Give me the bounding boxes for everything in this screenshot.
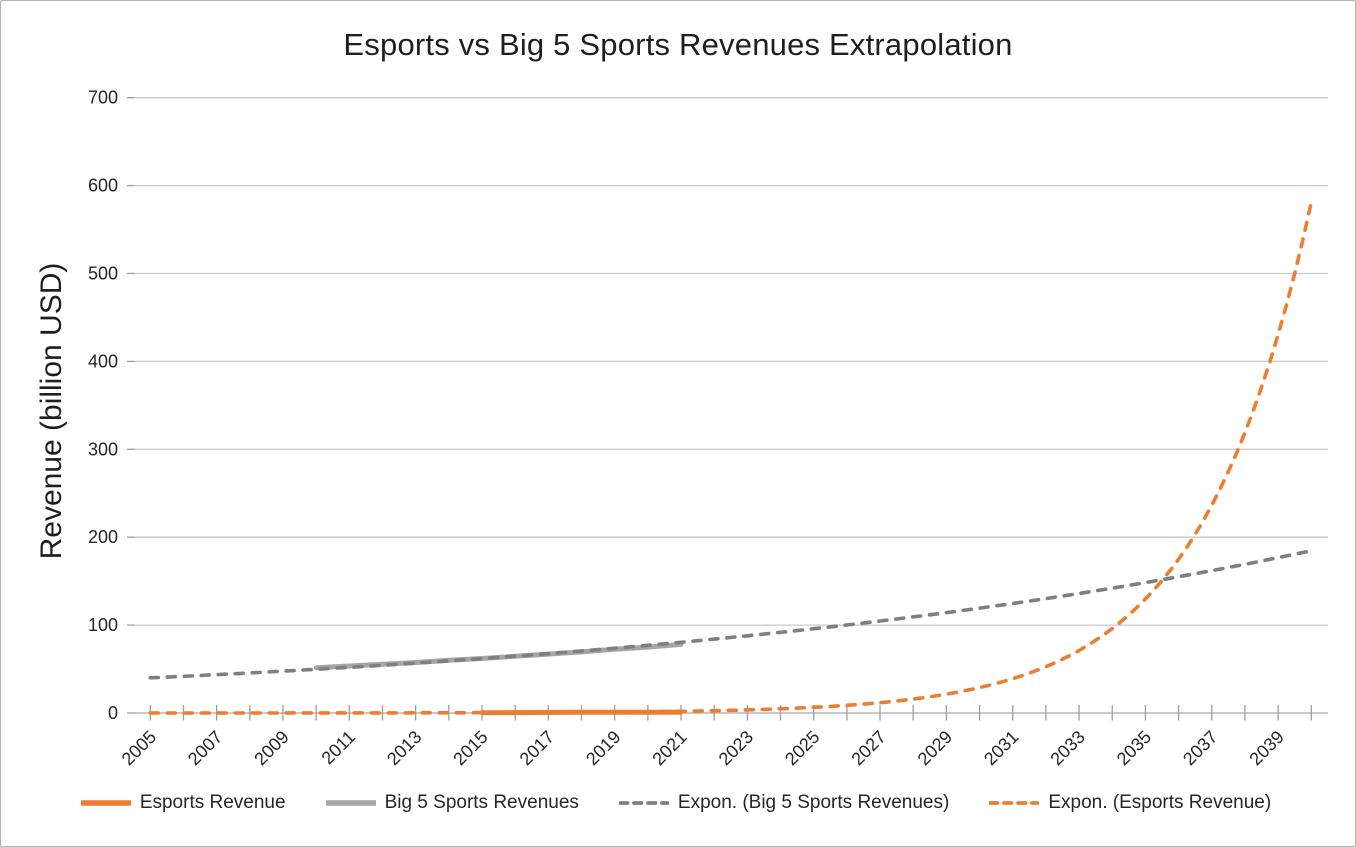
legend-swatch-solid-line-icon <box>80 800 131 806</box>
x-tick-label: 2035 <box>1113 727 1155 769</box>
x-tick-label: 2013 <box>383 727 425 769</box>
x-tick-label: 2019 <box>582 727 624 769</box>
expon-big-5-sports-revenues-line <box>148 548 1314 680</box>
expon-esports-revenue-line <box>148 200 1314 715</box>
x-tick-label: 2021 <box>648 727 690 769</box>
y-tick-label: 300 <box>88 439 118 459</box>
x-tick-label: 2039 <box>1245 727 1287 769</box>
legend-swatch-dashed-line-icon <box>989 801 1040 805</box>
x-tick-label: 2009 <box>250 727 292 769</box>
legend-swatch-dashed-line-icon <box>618 801 669 805</box>
legend-label: Expon. (Big 5 Sports Revenues) <box>677 792 950 813</box>
x-tick-label: 2025 <box>781 727 823 769</box>
x-tick-label: 2015 <box>449 727 491 769</box>
x-tick-label: 2027 <box>847 727 889 769</box>
y-tick-label: 0 <box>108 703 118 723</box>
x-tick-label: 2037 <box>1179 727 1221 769</box>
y-tick-label: 100 <box>88 615 118 635</box>
legend-item-big-5-sports-revenues: Big 5 Sports Revenues <box>325 792 579 814</box>
legend-label: Big 5 Sports Revenues <box>384 792 579 813</box>
legend-label: Esports Revenue <box>139 792 286 813</box>
y-tick-label: 700 <box>88 88 118 108</box>
x-tick-label: 2017 <box>516 727 558 769</box>
legend-item-expon-esports-revenue: Expon. (Esports Revenue) <box>989 792 1271 814</box>
y-tick-label: 200 <box>88 527 118 547</box>
x-tick-label: 2029 <box>914 727 956 769</box>
chart-title: Esports vs Big 5 Sports Revenues Extrapo… <box>343 27 1013 62</box>
x-tick-label: 2011 <box>318 727 360 769</box>
legend-item-esports-revenue: Esports Revenue <box>80 792 286 814</box>
x-tick-label: 2005 <box>118 727 160 769</box>
legend-item-expon-big-5-sports-revenues: Expon. (Big 5 Sports Revenues) <box>618 792 950 814</box>
y-axis-title: Revenue (billion USD) <box>35 262 68 560</box>
x-tick-label: 2033 <box>1046 727 1088 769</box>
legend: Esports Revenue Big 5 Sports Revenues Expo… <box>41 792 1311 814</box>
y-tick-label: 600 <box>88 176 118 196</box>
x-tick-label: 2007 <box>184 727 226 769</box>
legend-label: Expon. (Esports Revenue) <box>1048 792 1272 813</box>
y-tick-label: 500 <box>88 264 118 284</box>
x-tick-label: 2031 <box>980 727 1022 769</box>
x-tick-label: 2023 <box>715 727 757 769</box>
y-tick-label: 400 <box>88 351 118 371</box>
legend-swatch-solid-line-icon <box>325 800 376 806</box>
